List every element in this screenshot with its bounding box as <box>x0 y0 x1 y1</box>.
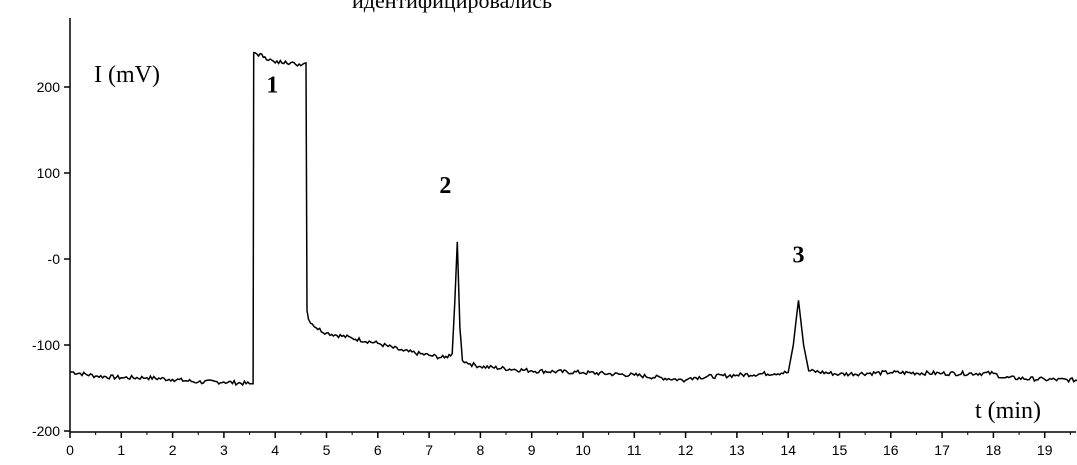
x-tick-label: 0 <box>66 442 74 458</box>
y-axis-title: I (mV) <box>94 62 160 88</box>
x-tick-label: 6 <box>374 442 382 458</box>
x-tick-label: 1 <box>117 442 125 458</box>
peak-label-3: 3 <box>792 242 804 268</box>
peak-labels: 1 2 3 <box>266 73 804 269</box>
x-tick-label: 14 <box>780 442 796 458</box>
x-tick-label: 18 <box>986 442 1002 458</box>
peak-label-1: 1 <box>266 73 278 99</box>
x-tick-label: 2 <box>169 442 177 458</box>
x-tick-label: 13 <box>729 442 745 458</box>
y-tick-label: 200 <box>37 79 61 95</box>
chart-caption: идентифицировались <box>352 0 552 13</box>
y-tick-label: -0 <box>48 251 61 267</box>
x-tick-label: 19 <box>1037 442 1053 458</box>
x-tick-label: 4 <box>271 442 279 458</box>
signal-line <box>69 51 1077 387</box>
x-tick-label: 12 <box>678 442 694 458</box>
peak-label-2: 2 <box>439 173 451 199</box>
x-tick-label: 10 <box>575 442 591 458</box>
x-tick-label: 3 <box>220 442 228 458</box>
x-tick-label: 9 <box>528 442 536 458</box>
y-tick-label: -200 <box>32 423 60 439</box>
x-tick-label: 16 <box>883 442 899 458</box>
y-tick-label: -100 <box>32 337 60 353</box>
x-tick-label: 15 <box>832 442 848 458</box>
x-tick-label: 8 <box>477 442 485 458</box>
x-tick-label: 5 <box>323 442 331 458</box>
x-tick-label: 11 <box>627 442 642 458</box>
x-tick-label: 7 <box>425 442 433 458</box>
y-tick-label: 100 <box>37 165 61 181</box>
x-axis-title: t (min) <box>975 398 1041 424</box>
x-tick-label: 17 <box>934 442 950 458</box>
axes <box>69 18 1076 433</box>
